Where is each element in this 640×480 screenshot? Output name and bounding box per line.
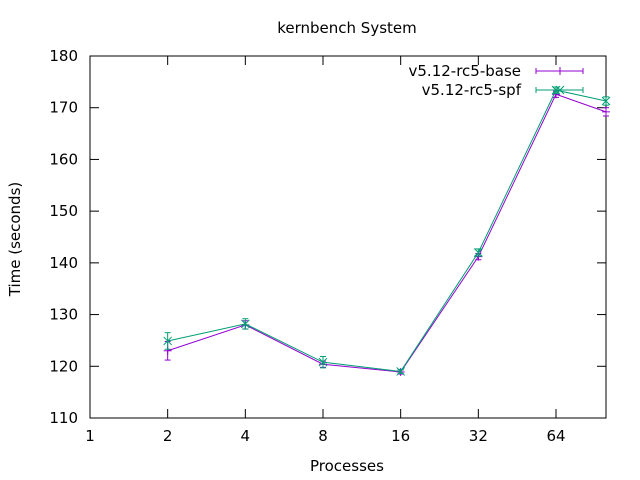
series-0-point-6 — [602, 107, 610, 116]
x-tick-label-1: 1 — [85, 427, 95, 445]
series-1-point-4 — [473, 248, 483, 257]
legend-label-0: v5.12-rc5-base — [409, 62, 522, 80]
legend-marker-1-d2 — [555, 85, 565, 95]
axis-ticks: 110 120 130 140 150 160 170 180 1 2 4 8 16 32 64 — [49, 47, 606, 445]
y-tick-label-110: 110 — [49, 409, 78, 427]
legend-marker-1 — [555, 85, 565, 95]
y-tick-label-170: 170 — [49, 99, 78, 117]
y-tick-label-140: 140 — [49, 254, 78, 272]
series-0-line — [167, 93, 607, 373]
series-1-point-2-d2 — [318, 357, 328, 367]
series-1-point-1 — [240, 319, 250, 329]
series-1-point-0-d2 — [163, 336, 173, 346]
series-1-point-6-d2 — [601, 96, 611, 106]
plot-frame — [89, 55, 607, 419]
y-tick-label-180: 180 — [49, 47, 78, 65]
x-tick-label-32: 32 — [469, 427, 488, 445]
series-1-point-4-d2 — [473, 248, 483, 257]
legend-marker-0 — [556, 67, 564, 75]
series-layer — [163, 85, 611, 376]
series-1-point-6 — [601, 96, 611, 106]
y-tick-label-150: 150 — [49, 202, 78, 220]
series-1-point-0 — [163, 336, 173, 346]
series-1 — [163, 85, 611, 376]
legend-label-1: v5.12-rc5-spf — [422, 81, 522, 99]
chart-title: kernbench System — [277, 19, 417, 37]
x-tick-label-16: 16 — [391, 427, 410, 445]
y-axis-label: Time (seconds) — [6, 182, 24, 298]
series-1-point-2 — [318, 357, 328, 367]
x-tick-label-8: 8 — [318, 427, 328, 445]
y-tick-label-160: 160 — [49, 150, 78, 168]
x-tick-label-4: 4 — [241, 427, 251, 445]
series-1-point-1-d2 — [240, 319, 250, 329]
x-tick-label-2: 2 — [163, 427, 173, 445]
y-tick-label-120: 120 — [49, 357, 78, 375]
series-0 — [163, 90, 610, 376]
series-1-point-3-d2 — [396, 367, 406, 376]
x-axis-label: Processes — [310, 457, 384, 475]
y-tick-label-130: 130 — [49, 306, 78, 324]
series-1-point-3 — [396, 367, 406, 376]
x-tick-label-64: 64 — [546, 427, 565, 445]
